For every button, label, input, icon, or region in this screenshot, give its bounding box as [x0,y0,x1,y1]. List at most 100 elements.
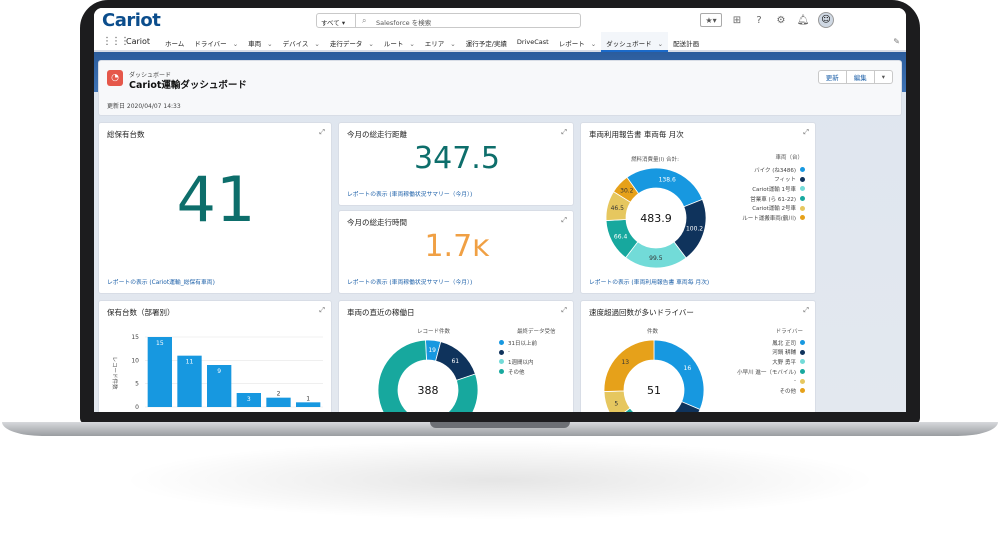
legend-title: 最終データ受信 [517,329,556,335]
expand-icon[interactable]: ⤢ [561,128,567,136]
legend-item[interactable]: 営業車 (ら 61-22) [705,194,805,204]
chevron-down-icon[interactable]: ⌄ [314,40,320,48]
legend-item[interactable]: バイク (ね3486) [705,165,805,175]
nav-tab-label: 配送計画 [673,40,700,48]
nav-tab-0[interactable]: ホーム [160,32,189,52]
legend-item[interactable]: ルート運搬車両(鶴川) [705,213,805,223]
bar[interactable] [177,355,202,407]
donut-slice[interactable] [377,339,479,412]
global-actions-plus-icon[interactable]: ⊞ [732,14,742,26]
search-input[interactable]: ⌕ Salesforce を検索 [355,13,581,28]
expand-icon[interactable]: ⤢ [319,306,325,314]
donut-slice[interactable] [603,339,655,392]
nav-tab-2[interactable]: 車両 ⌄ [243,32,277,52]
legend-swatch [800,176,805,182]
laptop-notch [430,422,570,428]
nav-tab-label: 運行予定/実績 [465,40,507,48]
legend-item[interactable]: Cariot運輸 1号車 [705,184,805,194]
chevron-down-icon[interactable]: ⌄ [450,40,456,48]
expand-icon[interactable]: ⤢ [561,216,567,224]
view-report-link[interactable]: レポートの表示 (車両利用報告書 車両毎 月次) [589,280,710,286]
view-report-link[interactable]: レポートの表示 (Cariot運輸_総保有車両) [107,280,215,286]
nav-tab-11[interactable]: 配送計画 [668,32,704,52]
nav-tab-8[interactable]: DriveCast [512,32,554,52]
legend-swatch [800,205,805,211]
department-vehicles-card: 保有台数（部署別） ⤢ レコード件数 0 5 10 15 15 11 9 3 2 1 [98,300,332,412]
bar[interactable] [236,393,261,407]
header-button-group: 更新 編集 ▾ [817,70,893,84]
legend-item[interactable]: Cariot運輸 2号車 [705,203,805,213]
card-title: 車両利用報告書 車両毎 月次 [589,130,684,139]
edit-nav-pencil-icon[interactable]: ✎ [893,37,900,46]
cariot-logo[interactable]: Cariot [102,10,161,31]
nav-tab-10[interactable]: ダッシュボード ⌄ [601,32,669,52]
favorites-star-icon[interactable]: ★▾ [700,13,722,27]
legend-item[interactable]: 1週間以内 [499,357,569,367]
bar-value-label: 1 [306,395,310,402]
donut-slice[interactable] [653,339,705,411]
slice-value-label: 66.4 [614,234,628,241]
expand-icon[interactable]: ⤢ [319,128,325,136]
chevron-down-icon[interactable]: ⌄ [657,40,664,48]
nav-tab-6[interactable]: エリア ⌄ [420,32,461,52]
nav-tab-3[interactable]: デバイス ⌄ [278,32,325,52]
notification-bell-icon[interactable]: 🔔︎ [796,14,810,26]
chevron-down-icon[interactable]: ⌄ [232,40,239,48]
card-title: 今月の総走行時間 [347,218,407,227]
bar[interactable] [207,365,232,407]
nav-tab-9[interactable]: レポート ⌄ [554,32,601,52]
view-report-link[interactable]: レポートの表示 (車両稼働状況サマリー（今月）) [347,280,473,286]
legend-label: - [508,349,510,356]
y-axis-label: レコード件数 [111,356,119,390]
avatar[interactable]: ☺ [818,12,834,28]
donut-slice[interactable] [656,401,701,412]
laptop-shadow [120,440,880,520]
y-tick-label: 5 [135,381,139,388]
legend-item[interactable]: その他 [499,367,569,377]
legend-item[interactable]: - [705,376,805,386]
bar-value-label: 15 [156,340,164,347]
updated-timestamp: 更新日 2020/04/07 14:33 [107,103,181,110]
nav-tab-1[interactable]: ドライバー ⌄ [189,32,243,52]
chevron-down-icon[interactable]: ⌄ [267,40,273,48]
chevron-down-icon[interactable]: ⌄ [368,40,374,48]
legend-item[interactable]: 31日以上前 [499,338,569,348]
chevron-down-icon[interactable]: ⌄ [590,40,597,48]
legend-item[interactable]: 小早川 進一（モバイル) [705,367,805,377]
nav-tab-4[interactable]: 走行データ ⌄ [325,32,379,52]
expand-icon[interactable]: ⤢ [803,128,809,136]
legend-label: バイク (ね3486) [754,167,796,174]
legend-item[interactable]: 大野 勇平 [705,357,805,367]
slice-value-label: 46.5 [611,205,625,212]
app-launcher-icon[interactable]: ⋮⋮⋮ [102,36,130,47]
legend-item[interactable]: フィット [705,175,805,185]
gear-icon[interactable]: ⚙ [776,14,786,26]
recent-operation-card: 車両の直近の稼働日 ⤢ レコード件数 19 61 388 最終データ受信 31日以上… [338,300,574,412]
nav-tab-7[interactable]: 運行予定/実績 [461,32,512,52]
bar-value-label: 2 [277,391,281,398]
legend-swatch [499,349,504,355]
legend-label: 営業車 (ら 61-22) [750,196,796,203]
expand-icon[interactable]: ⤢ [561,306,567,314]
legend-item[interactable]: その他 [705,386,805,396]
legend-label: フィット [774,177,796,184]
bar[interactable] [266,397,291,407]
donut-slice[interactable] [626,167,703,208]
speeding-donut-chart: 1695351351 [603,339,705,412]
legend-item[interactable]: - [499,348,569,358]
nav-tab-5[interactable]: ルート ⌄ [379,32,420,52]
more-actions-button[interactable]: ▾ [874,70,893,84]
donut-slice[interactable] [612,176,640,203]
bar[interactable] [296,402,321,407]
laptop-base [2,422,998,436]
legend-item[interactable]: 河鍋 耕輔 [705,348,805,358]
view-report-link[interactable]: レポートの表示 (車両稼働状況サマリー（今月）) [347,192,473,198]
legend-item[interactable]: 鳳北 正司 [705,338,805,348]
refresh-button[interactable]: 更新 [817,70,847,84]
chevron-down-icon[interactable]: ⌄ [409,40,415,48]
edit-button[interactable]: 編集 [846,70,875,84]
help-icon[interactable]: ? [756,14,762,26]
search-scope-select[interactable]: すべて ▾ [316,13,356,28]
expand-icon[interactable]: ⤢ [803,306,809,314]
bar[interactable] [147,337,172,407]
